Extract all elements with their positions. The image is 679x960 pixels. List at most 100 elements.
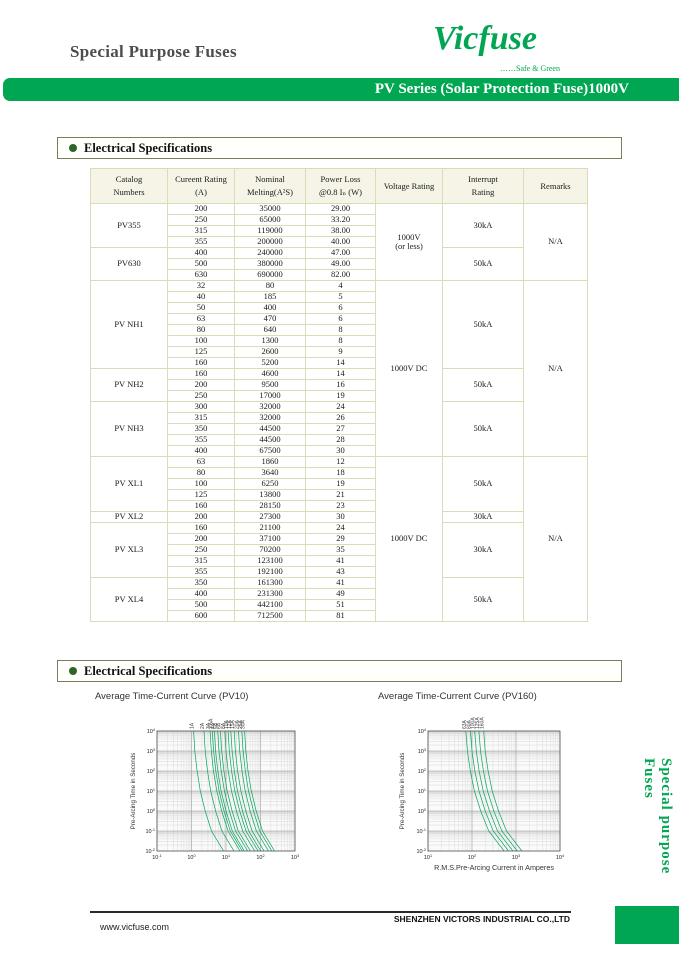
table-row: 355 44500 28 xyxy=(91,434,588,446)
svg-text:100A: 100A xyxy=(471,717,477,729)
brand-tagline: ……Safe & Green xyxy=(500,64,560,73)
svg-text:160A: 160A xyxy=(480,717,486,729)
table-row: PV355 200 35000 29.00 1000V (or less) 30kA N/A xyxy=(90,203,588,281)
section-bullet-icon xyxy=(69,667,77,675)
power-loss-cell: 28 xyxy=(305,434,376,446)
interrupt-rating-cell: 30kA xyxy=(442,511,524,523)
footer-website-link[interactable]: www.vicfuse.com xyxy=(100,922,170,932)
table-row: 315 32000 26 xyxy=(91,412,588,424)
nominal-melting-cell: 200000 xyxy=(234,236,306,248)
interrupt-rating-cell: 30kA xyxy=(442,522,524,578)
power-loss-cell: 29 xyxy=(305,533,376,545)
power-loss-cell: 26 xyxy=(305,412,376,424)
current-rating-cell: 355 xyxy=(167,236,235,248)
voltage-rating-cell: 1000V (or less) xyxy=(375,203,443,281)
interrupt-rating-cell: 50kA xyxy=(442,456,524,512)
power-loss-cell: 47.00 xyxy=(305,247,376,259)
nominal-melting-cell: 185 xyxy=(234,291,306,303)
svg-text:80A: 80A xyxy=(466,719,472,729)
nominal-melting-cell: 27300 xyxy=(234,511,306,523)
svg-text:63A: 63A xyxy=(462,719,468,729)
svg-text:102: 102 xyxy=(418,768,426,775)
power-loss-cell: 5 xyxy=(305,291,376,303)
side-vertical-label: Special purpose Fuses xyxy=(641,758,674,875)
time-current-chart-pv10: 104 103 102 101 100 10-1 10-2 10-1 100 101 102 103 P… xyxy=(127,705,317,878)
catalog-cell: PV XL4 xyxy=(90,577,168,622)
table-row: PV630 400 240000 47.00 50kA xyxy=(90,247,588,281)
nominal-melting-cell: 690000 xyxy=(234,269,306,281)
power-loss-cell: 24 xyxy=(305,401,376,413)
nominal-melting-cell: 470 xyxy=(234,313,306,325)
current-rating-cell: 200 xyxy=(167,379,235,391)
svg-text:102: 102 xyxy=(468,854,476,861)
current-rating-cell: 160 xyxy=(167,522,235,534)
catalog-cell: PV630 xyxy=(90,247,168,281)
side-green-block xyxy=(615,906,679,944)
column-header: Nominal Melting(A²S) xyxy=(234,168,306,204)
svg-text:30A: 30A xyxy=(241,719,247,729)
svg-text:101: 101 xyxy=(424,854,432,861)
current-rating-cell: 160 xyxy=(167,500,235,512)
nominal-melting-cell: 442100 xyxy=(234,599,306,611)
power-loss-cell: 35 xyxy=(305,544,376,556)
table-row: PV NH3 300 32000 24 50kA xyxy=(90,401,588,457)
table-row: 250 65000 33.20 xyxy=(91,214,588,226)
svg-text:100: 100 xyxy=(187,854,195,861)
power-loss-cell: 24 xyxy=(305,522,376,534)
table-row: 600 712500 81 xyxy=(91,610,588,622)
svg-text:25A: 25A xyxy=(238,719,244,729)
current-rating-cell: 350 xyxy=(167,423,235,435)
power-loss-cell: 19 xyxy=(305,390,376,402)
table-row: PV NH2 160 4600 14 50kA xyxy=(90,368,588,402)
nominal-melting-cell: 67500 xyxy=(234,445,306,457)
table-row: 100 6250 19 xyxy=(91,478,588,490)
power-loss-cell: 21 xyxy=(305,489,376,501)
table-row: PV XL2 200 27300 30 30kA xyxy=(90,511,588,523)
power-loss-cell: 8 xyxy=(305,324,376,336)
nominal-melting-cell: 21100 xyxy=(234,522,306,534)
nominal-melting-cell: 2600 xyxy=(234,346,306,358)
table-row: 200 9500 16 xyxy=(91,379,588,391)
svg-text:10-1: 10-1 xyxy=(152,854,162,861)
current-rating-cell: 100 xyxy=(167,335,235,347)
nominal-melting-cell: 13800 xyxy=(234,489,306,501)
interrupt-rating-cell: 50kA xyxy=(442,401,524,457)
y-axis-label: Pre-Arcing Time in Seconds xyxy=(399,753,406,830)
current-rating-cell: 400 xyxy=(167,445,235,457)
column-header: Remarks xyxy=(523,168,588,204)
svg-text:8A: 8A xyxy=(221,722,227,729)
svg-text:6A: 6A xyxy=(216,722,222,729)
table-row: 125 2600 9 xyxy=(91,346,588,358)
svg-text:104: 104 xyxy=(556,854,564,861)
table-row: 63 470 6 xyxy=(91,313,588,325)
nominal-melting-cell: 4600 xyxy=(234,368,306,380)
power-loss-cell: 9 xyxy=(305,346,376,358)
nominal-melting-cell: 28150 xyxy=(234,500,306,512)
svg-text:4A: 4A xyxy=(210,722,216,729)
table-row: 250 70200 35 xyxy=(91,544,588,556)
svg-text:2A: 2A xyxy=(200,722,206,729)
power-loss-cell: 23 xyxy=(305,500,376,512)
catalog-cell: PV355 xyxy=(90,203,168,248)
table-row: PV XL4 350 161300 41 50kA xyxy=(90,577,588,622)
y-axis-label: Pre-Arcing Time in Seconds xyxy=(130,753,137,830)
nominal-melting-cell: 32000 xyxy=(234,412,306,424)
svg-text:5A: 5A xyxy=(214,722,220,729)
nominal-melting-cell: 400 xyxy=(234,302,306,314)
svg-text:102: 102 xyxy=(256,854,264,861)
nominal-melting-cell: 1860 xyxy=(234,456,306,468)
svg-text:104: 104 xyxy=(147,728,155,735)
fuse-curves xyxy=(465,731,523,851)
page-title: Special Purpose Fuses xyxy=(70,42,237,61)
catalog-cell: PV NH1 xyxy=(90,280,168,369)
svg-text:103: 103 xyxy=(291,854,299,861)
current-rating-cell: 160 xyxy=(167,368,235,380)
table-row: 315 119000 38.00 xyxy=(91,225,588,237)
plot-border xyxy=(427,730,561,852)
power-loss-cell: 16 xyxy=(305,379,376,391)
table-row: 400 231300 49 xyxy=(91,588,588,600)
interrupt-rating-cell: 50kA xyxy=(442,247,524,281)
power-loss-cell: 4 xyxy=(305,280,376,292)
column-header: Power Loss @0.8 Iₙ (W) xyxy=(305,168,376,204)
catalog-cell: PV XL1 xyxy=(90,456,168,512)
